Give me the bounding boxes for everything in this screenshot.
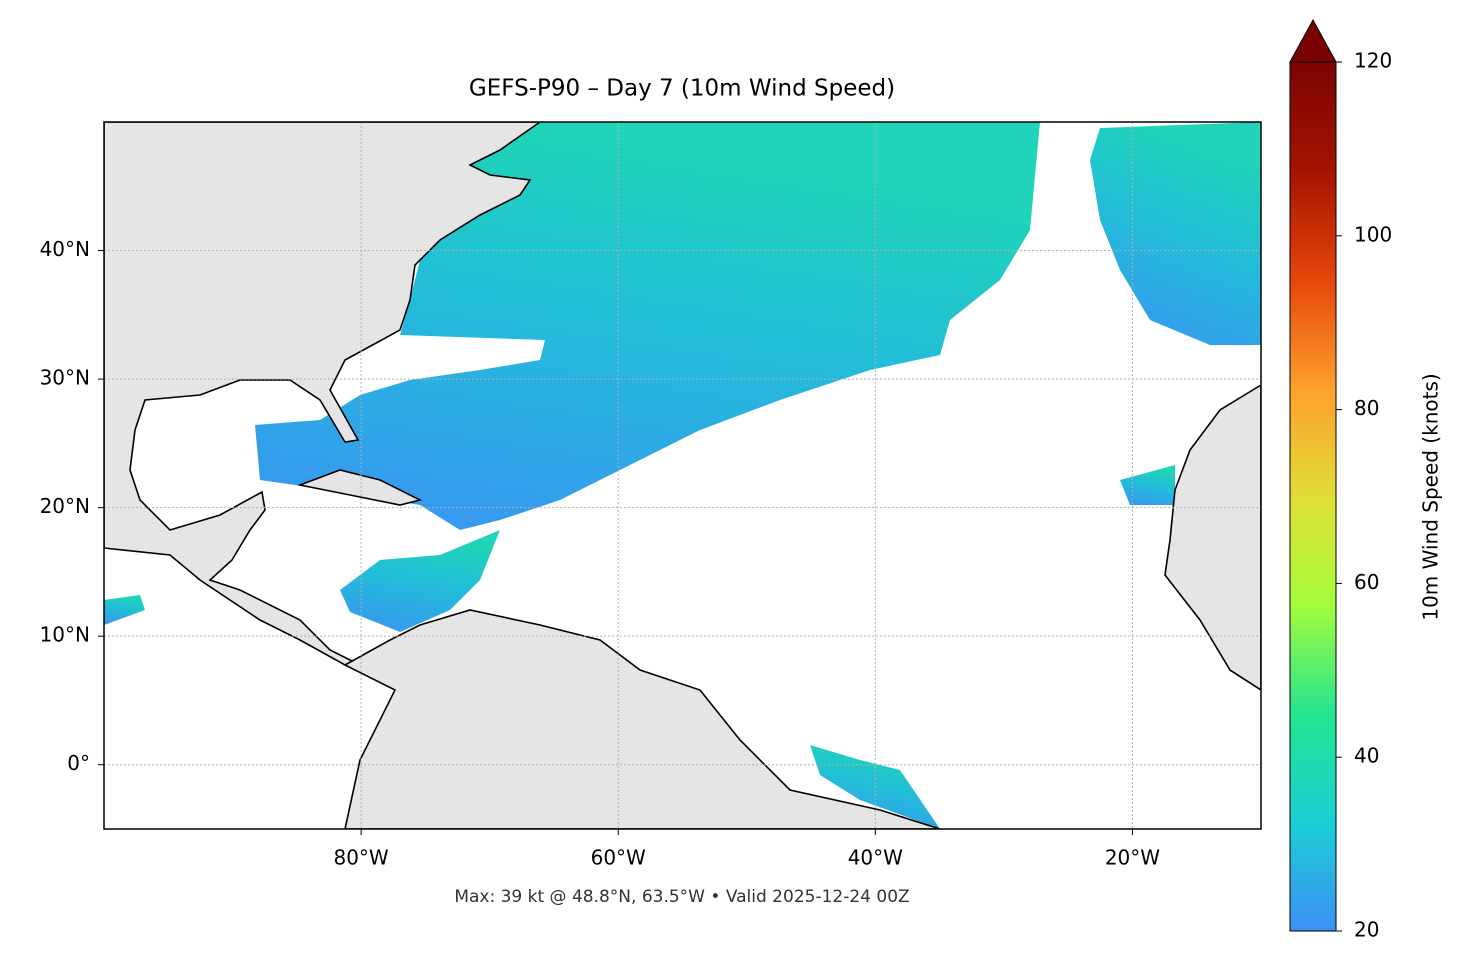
y-tick-label: 30°N <box>40 366 90 390</box>
land <box>1164 384 1261 691</box>
colorbar-extend <box>1289 18 1337 63</box>
wind-field <box>1090 122 1261 345</box>
x-tick-label: 20°W <box>1105 846 1160 870</box>
colorbar <box>1289 61 1337 932</box>
x-tick-label: 40°W <box>848 846 903 870</box>
wind-field <box>340 530 500 632</box>
wind-field <box>104 595 145 625</box>
colorbar-tick-label: 100 <box>1354 222 1392 246</box>
colorbar-tick-label: 40 <box>1354 744 1379 768</box>
colorbar-label: 10m Wind Speed (knots) <box>1419 373 1443 620</box>
wind-field <box>1120 465 1175 505</box>
x-tick-label: 80°W <box>333 846 388 870</box>
colorbar-tick-label: 120 <box>1354 49 1392 73</box>
map-frame <box>103 121 1262 830</box>
footnote: Max: 39 kt @ 48.8°N, 63.5°W • Valid 2025… <box>454 887 909 907</box>
land <box>343 609 941 829</box>
y-tick-label: 10°N <box>40 623 90 647</box>
y-tick-label: 20°N <box>40 494 90 518</box>
x-tick-label: 60°W <box>591 846 646 870</box>
land <box>297 469 423 506</box>
y-tick-label: 0° <box>67 751 90 775</box>
y-tick-label: 40°N <box>40 237 90 261</box>
map-area <box>104 122 1261 829</box>
colorbar-tick-label: 60 <box>1354 570 1379 594</box>
map-title: GEFS-P90 – Day 7 (10m Wind Speed) <box>469 76 895 102</box>
colorbar-tick-label: 80 <box>1354 396 1379 420</box>
colorbar-tick-label: 20 <box>1354 918 1379 942</box>
